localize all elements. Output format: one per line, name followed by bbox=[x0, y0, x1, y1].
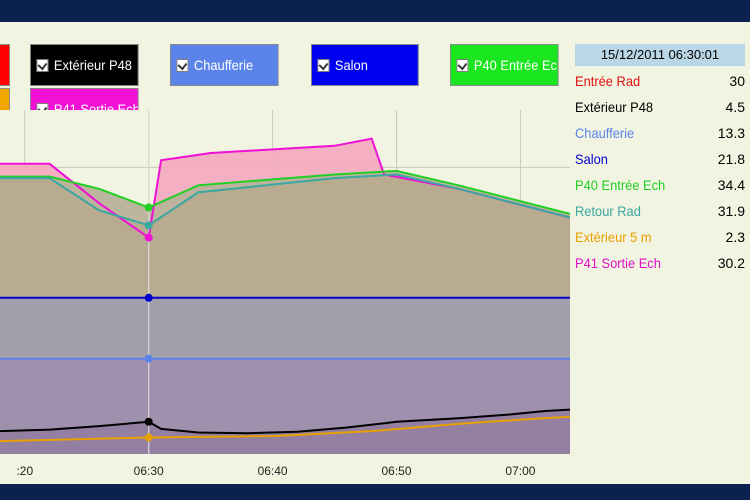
info-row-label: Retour Rad bbox=[575, 203, 641, 219]
info-row-label: Chaufferie bbox=[575, 125, 635, 141]
cursor-marker-salon bbox=[144, 293, 153, 302]
legend-salon-toggle[interactable]: Salon bbox=[311, 44, 419, 86]
legend-label: P40 Entrée Ech bbox=[473, 57, 559, 73]
legend-entree-rad-toggle[interactable] bbox=[0, 44, 10, 86]
cursor-marker-exterieur-5-m bbox=[144, 433, 153, 442]
checkbox-icon bbox=[317, 58, 330, 72]
legend-chaufferie-toggle[interactable]: Chaufferie bbox=[170, 44, 279, 86]
checkbox-icon bbox=[36, 58, 49, 72]
series-line-exterieur-p48 bbox=[0, 408, 570, 435]
cursor-marker-exterieur-p48 bbox=[144, 417, 153, 426]
x-tick-label: 07:00 bbox=[505, 464, 536, 478]
info-row: P41 Sortie Ech 30.2 bbox=[575, 252, 745, 274]
legend-label: Salon bbox=[334, 57, 368, 73]
cursor-marker-p40-entree-ech bbox=[144, 203, 153, 212]
info-row-value: 2.3 bbox=[725, 229, 745, 245]
info-row-value: 4.5 bbox=[725, 99, 745, 115]
info-row-value: 30 bbox=[729, 73, 745, 89]
info-row-value: 30.2 bbox=[717, 255, 745, 271]
info-row-value: 13.3 bbox=[717, 125, 745, 141]
legend-label: Extérieur P48 bbox=[53, 57, 132, 73]
info-row: Chaufferie 13.3 bbox=[575, 122, 745, 144]
info-row-label: Extérieur 5 m bbox=[575, 229, 652, 245]
legend-exterieur-p48-toggle[interactable]: Extérieur P48 bbox=[30, 44, 139, 86]
info-row-label: Salon bbox=[575, 151, 608, 167]
x-tick-label: 06:50 bbox=[381, 464, 412, 478]
legend-label: Chaufferie bbox=[193, 57, 254, 73]
x-tick-label: :20 bbox=[16, 464, 34, 478]
series-line-p41-sortie-ech bbox=[0, 137, 570, 240]
info-row-value: 34.4 bbox=[717, 177, 745, 193]
info-row-value: 31.9 bbox=[717, 203, 745, 219]
cursor-marker-p41-sortie-ech bbox=[144, 233, 153, 242]
x-tick-label: 06:30 bbox=[133, 464, 164, 478]
info-row-label: Entrée Rad bbox=[575, 73, 641, 89]
checkbox-icon bbox=[176, 58, 189, 72]
cursor-marker-chaufferie bbox=[144, 354, 153, 363]
info-row-value: 21.8 bbox=[717, 151, 745, 167]
series-line-retour-rad bbox=[0, 173, 570, 227]
checkbox-icon bbox=[456, 58, 469, 72]
cursor-marker-retour-rad bbox=[144, 221, 153, 230]
info-row-label: Extérieur P48 bbox=[575, 99, 654, 115]
info-row: Retour Rad 31.9 bbox=[575, 200, 745, 222]
info-row: Extérieur P48 4.5 bbox=[575, 96, 745, 118]
temperature-chart[interactable] bbox=[0, 110, 570, 454]
series-line-p40-entree-ech bbox=[0, 169, 570, 215]
info-panel: 15/12/2011 06:30:01 Entrée Rad 30 Extérieu… bbox=[572, 22, 750, 484]
info-row: Extérieur 5 m 2.3 bbox=[575, 226, 745, 248]
info-row: Salon 21.8 bbox=[575, 148, 745, 170]
info-row: P40 Entrée Ech 34.4 bbox=[575, 174, 745, 196]
info-row-label: P40 Entrée Ech bbox=[575, 177, 666, 193]
cursor-timestamp: 15/12/2011 06:30:01 bbox=[575, 44, 745, 66]
legend-p40-entree-ech-toggle[interactable]: P40 Entrée Ech bbox=[450, 44, 559, 86]
info-row-label: P41 Sortie Ech bbox=[575, 255, 661, 271]
x-tick-label: 06:40 bbox=[257, 464, 288, 478]
info-row: Entrée Rad 30 bbox=[575, 70, 745, 92]
